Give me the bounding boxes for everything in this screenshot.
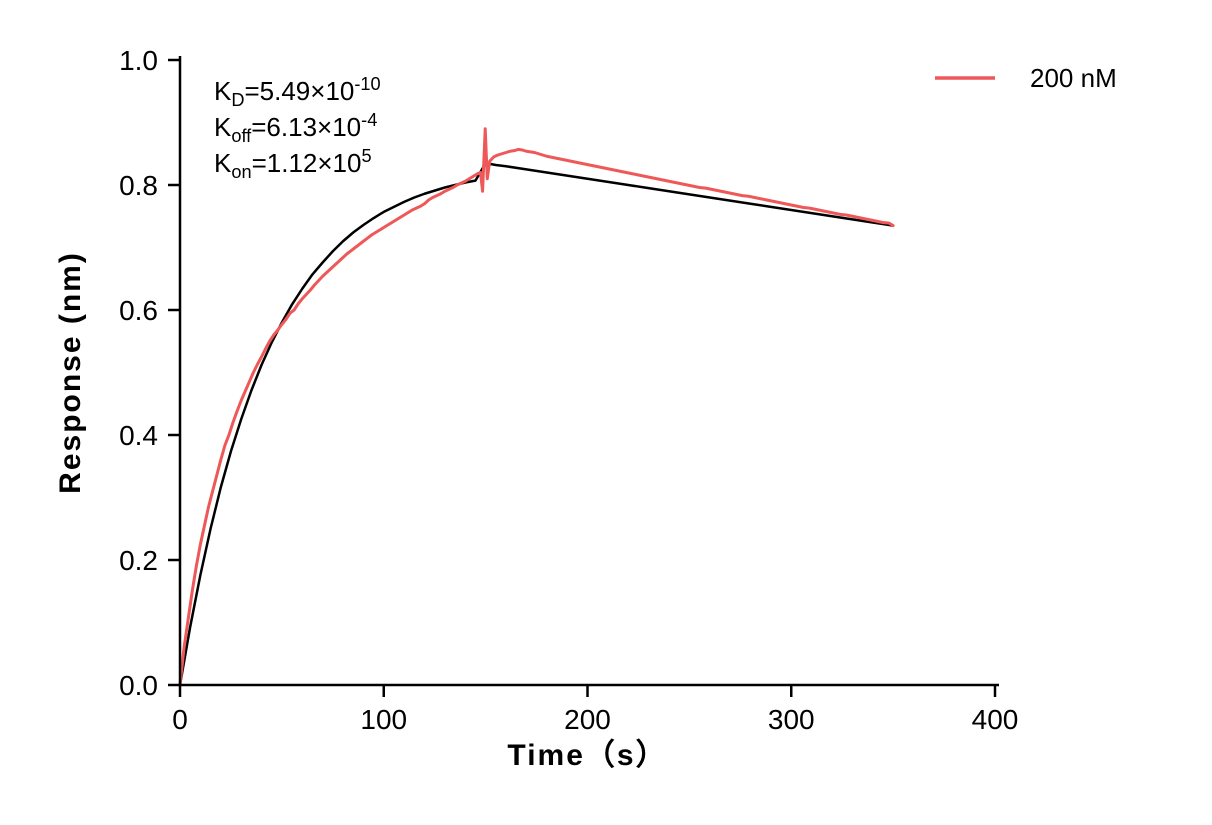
chart-svg: 0 100 200 300 400 0.0 0.2 0.4 0.6 0.8 1.0 Time（s） Re… — [0, 0, 1212, 825]
x-tick-label: 200 — [564, 704, 611, 735]
y-tick-label: 0.8 — [119, 170, 158, 201]
x-tick-label: 100 — [360, 704, 407, 735]
x-axis-title: Time（s） — [507, 738, 667, 772]
y-axis-title: Response (nm) — [54, 251, 87, 494]
y-tick-label: 0.0 — [119, 670, 158, 701]
y-tick-label: 0.2 — [119, 545, 158, 576]
x-tick-label: 0 — [172, 704, 188, 735]
y-tick-label: 0.4 — [119, 420, 158, 451]
legend-label: 200 nM — [1030, 63, 1117, 93]
binding-kinetics-chart: 0 100 200 300 400 0.0 0.2 0.4 0.6 0.8 1.0 Time（s） Re… — [0, 0, 1212, 825]
y-tick-label: 1.0 — [119, 45, 158, 76]
y-tick-label: 0.6 — [119, 295, 158, 326]
x-tick-label: 300 — [768, 704, 815, 735]
x-tick-label: 400 — [972, 704, 1019, 735]
